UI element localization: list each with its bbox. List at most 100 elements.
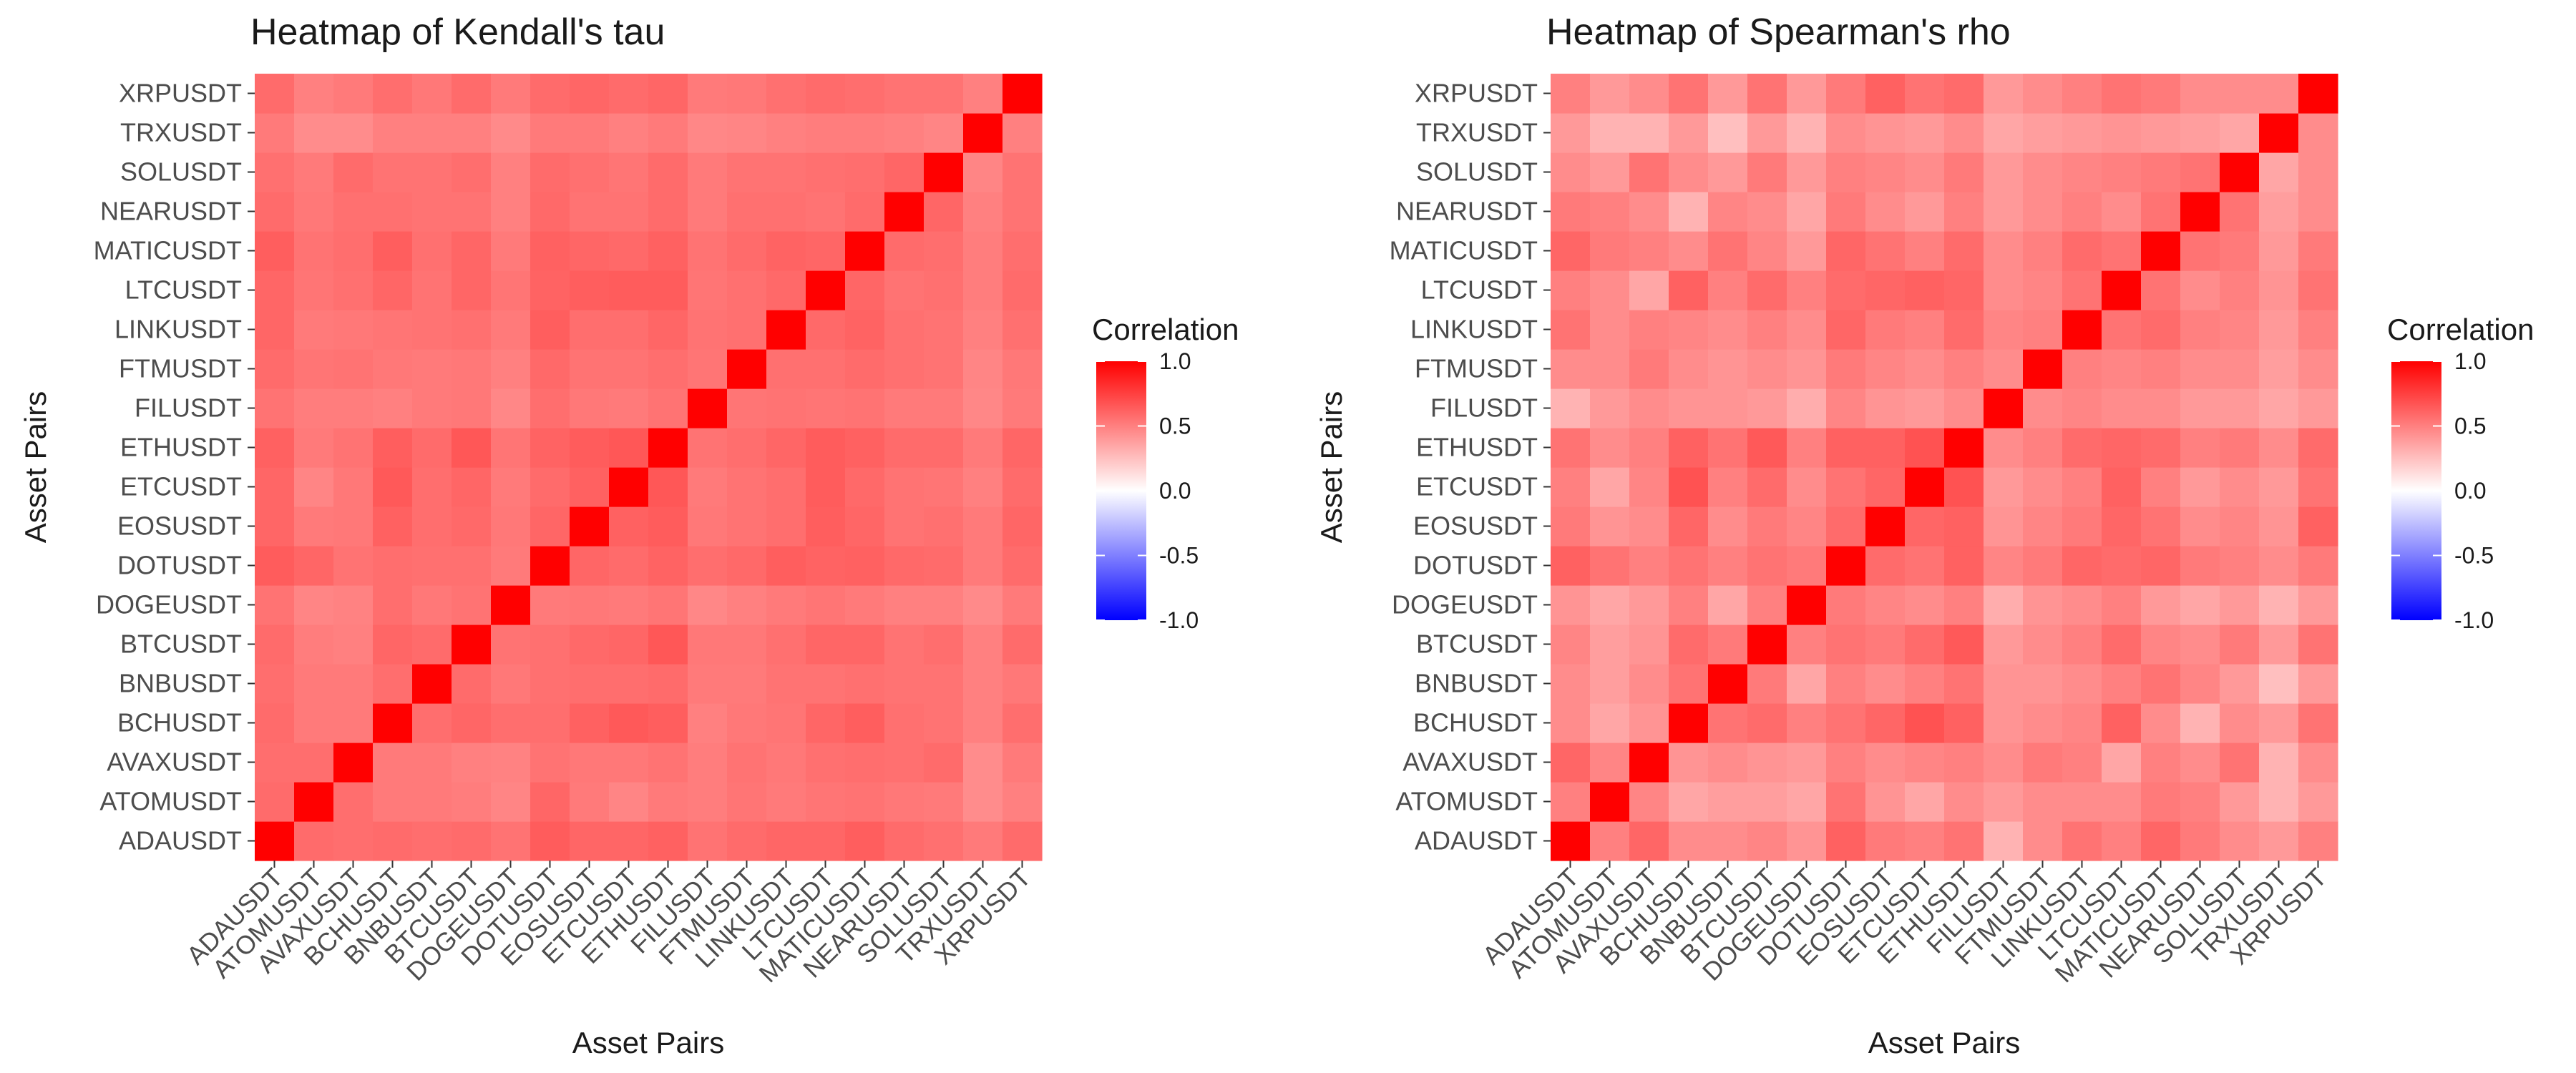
heatmap-cell (294, 467, 334, 507)
heatmap-cell (1590, 152, 1630, 192)
heatmap-cell (688, 624, 728, 665)
heatmap-cell (884, 585, 924, 625)
y-tick-label: NEARUSDT (100, 197, 242, 226)
heatmap-cell (1002, 467, 1043, 507)
heatmap-cell (845, 743, 885, 783)
heatmap-cell (491, 703, 531, 743)
heatmap-cell (609, 467, 649, 507)
heatmap-cell (924, 585, 964, 625)
y-tick-label: MATICUSDT (1390, 236, 1538, 265)
heatmap-cell (1551, 231, 1591, 271)
heatmap-cell (2141, 506, 2181, 547)
heatmap-cell (1708, 703, 1748, 743)
heatmap-cell (2180, 428, 2220, 468)
heatmap-cell (806, 270, 846, 310)
heatmap-cell (2259, 743, 2299, 783)
heatmap-cell (1984, 74, 2024, 114)
heatmap-cell (1747, 152, 1787, 192)
heatmap-cell (845, 231, 885, 271)
heatmap-cell (412, 388, 452, 428)
heatmap-cell (294, 388, 334, 428)
heatmap-cell (2220, 428, 2260, 468)
heatmap-cell (1984, 664, 2024, 704)
heatmap-cell (1708, 349, 1748, 389)
heatmap-cell (1629, 270, 1669, 310)
heatmap-cell (1708, 782, 1748, 822)
heatmap-cell (2220, 624, 2260, 665)
heatmap-cell (688, 388, 728, 428)
heatmap-cell (570, 664, 610, 704)
heatmap-cell (373, 349, 413, 389)
heatmap-cell (688, 428, 728, 468)
heatmap-cell (452, 192, 492, 232)
heatmap-cell (1669, 506, 1709, 547)
y-tick-label: EOSUSDT (117, 511, 242, 541)
heatmap-cell (1944, 192, 1984, 232)
heatmap-cell (766, 152, 806, 192)
heatmap-cell (1984, 467, 2024, 507)
heatmap-cell (373, 821, 413, 861)
heatmap-cell (2141, 664, 2181, 704)
heatmap-cell (609, 821, 649, 861)
heatmap-cell (1590, 585, 1630, 625)
heatmap-cell (924, 113, 964, 153)
heatmap-cell (2298, 467, 2338, 507)
heatmap-cell (1551, 113, 1591, 153)
heatmap-cell (845, 349, 885, 389)
heatmap-cell (2180, 546, 2220, 586)
heatmap-cell (255, 546, 295, 586)
heatmap-cell (1944, 821, 1984, 861)
heatmap-cell (2220, 703, 2260, 743)
heatmap-cell (766, 231, 806, 271)
heatmap-cell (294, 270, 334, 310)
heatmap-cell (845, 585, 885, 625)
heatmap-cell (884, 231, 924, 271)
heatmap-cell (648, 388, 688, 428)
y-tick-label: BNBUSDT (1415, 669, 1538, 698)
heatmap-cell (963, 388, 1003, 428)
heatmap-cell (2259, 349, 2299, 389)
heatmap-cell (2180, 782, 2220, 822)
heatmap-cell (1905, 664, 1945, 704)
heatmap-cell (924, 349, 964, 389)
heatmap-cell (2180, 743, 2220, 783)
heatmap-cell (2062, 743, 2102, 783)
heatmap-cell (412, 192, 452, 232)
heatmap-cell (2259, 703, 2299, 743)
heatmap-cell (1865, 703, 1906, 743)
heatmap-cell (1944, 428, 1984, 468)
heatmap-cell (2102, 74, 2142, 114)
legend-tick-label: -0.5 (2454, 543, 2494, 569)
heatmap-cell (2141, 782, 2181, 822)
heatmap-cell (255, 585, 295, 625)
heatmap-cell (452, 231, 492, 271)
heatmap-cell (2023, 152, 2063, 192)
heatmap-cell (1984, 113, 2024, 153)
heatmap-cell (373, 664, 413, 704)
heatmap-cell (2102, 270, 2142, 310)
heatmap-cell (1629, 113, 1669, 153)
heatmap-cell (884, 152, 924, 192)
heatmap-cell (1669, 388, 1709, 428)
heatmap-cell (884, 821, 924, 861)
heatmap-cell (1002, 74, 1043, 114)
heatmap-cell (2180, 506, 2220, 547)
heatmap-cell (648, 467, 688, 507)
heatmap-cell (1551, 388, 1591, 428)
y-tick-label: ATOMUSDT (99, 787, 242, 816)
heatmap-cell (1629, 782, 1669, 822)
heatmap-cell (570, 113, 610, 153)
y-tick-label: BNBUSDT (119, 669, 242, 698)
heatmap-cell (884, 270, 924, 310)
heatmap-cell (1826, 152, 1866, 192)
heatmap-cell (688, 506, 728, 547)
heatmap-cell (452, 546, 492, 586)
heatmap-cell (491, 270, 531, 310)
heatmap-cell (1590, 74, 1630, 114)
heatmap-cell (491, 152, 531, 192)
heatmap-cell (1787, 467, 1827, 507)
heatmap-cell (1708, 152, 1748, 192)
heatmap-cell (452, 74, 492, 114)
heatmap-cell (294, 349, 334, 389)
